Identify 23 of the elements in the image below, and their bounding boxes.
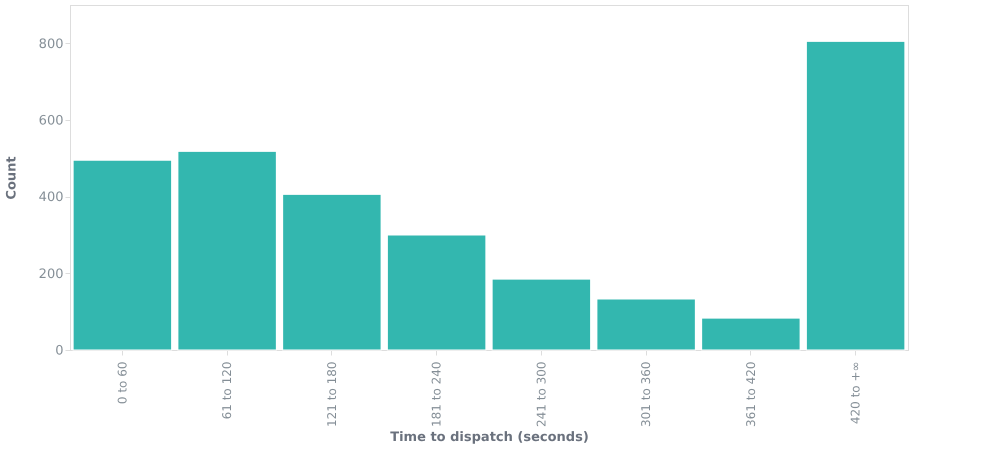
- x-tick-label: 301 to 360: [639, 362, 654, 427]
- bar: [177, 150, 277, 350]
- y-tick-label: 800: [38, 36, 64, 52]
- bar: [282, 194, 382, 350]
- x-tick-label: 0 to 60: [115, 362, 130, 404]
- x-tick-label: 361 to 420: [744, 362, 758, 427]
- x-tick-label: 61 to 120: [220, 362, 234, 420]
- x-tick-label: 241 to 300: [534, 362, 548, 427]
- y-tick-label: 400: [38, 190, 64, 206]
- x-tick-label: 181 to 240: [430, 362, 444, 427]
- x-tick-label: 121 to 180: [324, 362, 339, 427]
- x-axis-title: Time to dispatch (seconds): [390, 430, 589, 445]
- bar: [596, 298, 696, 350]
- y-tick-label: 200: [38, 266, 64, 282]
- bar: [492, 278, 592, 350]
- bar: [386, 234, 486, 350]
- x-tick-label: 420 to +∞: [848, 362, 863, 424]
- y-tick-label: 0: [55, 344, 64, 358]
- bar: [701, 318, 801, 350]
- y-tick-label: 600: [38, 114, 64, 128]
- bar: [72, 160, 172, 350]
- bar: [806, 40, 906, 350]
- y-axis-title: Count: [4, 156, 20, 200]
